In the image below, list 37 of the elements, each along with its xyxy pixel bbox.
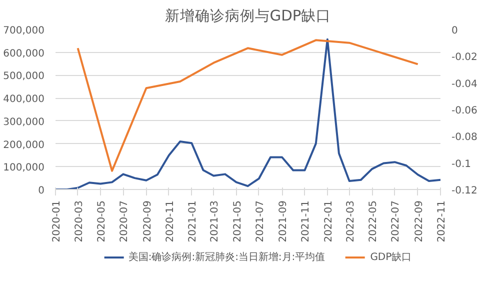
y-tick-label: 200,000 [3, 140, 45, 151]
x-tick-label: 2021-01 [188, 200, 199, 242]
y2-tick-label: 0 [452, 26, 458, 36]
x-tick-label: 2022-03 [345, 200, 356, 242]
x-tick-label: 2022-01 [323, 200, 334, 242]
y2-tick-label: -0.1 [452, 158, 472, 170]
y-tick-label: 600,000 [3, 48, 45, 60]
x-tick-label: 2020-07 [119, 200, 130, 242]
y-tick-label: 500,000 [3, 71, 45, 82]
line-series [76, 39, 419, 172]
y-tick-label: 100,000 [3, 162, 45, 174]
x-tick-label: 2020-01 [52, 200, 62, 242]
y2-tick-label: -0.06 [452, 106, 478, 116]
x-tick-label: 2021-05 [232, 200, 244, 242]
y2-tick-label: -0.04 [452, 78, 478, 90]
y-tick-label: 400,000 [3, 94, 45, 106]
y-tick-label: 700,000 [3, 26, 45, 36]
x-tick-label: 2021-07 [254, 200, 266, 242]
x-tick-label: 2020-11 [164, 200, 176, 242]
legend-label: 美国:确诊病例:新冠肺炎:当日新增:月:平均值 [128, 250, 326, 264]
x-tick-label: 2020-03 [74, 200, 85, 242]
y2-tick-label: -0.08 [452, 132, 478, 144]
x-tick-label: 2021-11 [300, 200, 312, 242]
x-tick-label: 2021-03 [210, 200, 221, 242]
x-tick-label: 2022-09 [414, 200, 425, 242]
x-tick-label: 2020-05 [96, 200, 108, 242]
y2-tick-label: -0.12 [452, 186, 478, 196]
x-tick-label: 2022-07 [390, 200, 402, 242]
x-tick-label: 2021-09 [278, 200, 290, 242]
y2-tick-label: -0.02 [452, 52, 478, 64]
x-tick-label: 2022-05 [368, 200, 380, 242]
chart-title: 新增确诊病例与GDP缺口 [164, 8, 332, 24]
legend-label: GDP缺口 [370, 250, 412, 264]
y-tick-label: 0 [38, 186, 45, 196]
x-tick-label: 2022-11 [436, 200, 448, 242]
y-tick-label: 300,000 [3, 116, 45, 128]
x-tick-label: 2020-09 [142, 200, 154, 242]
